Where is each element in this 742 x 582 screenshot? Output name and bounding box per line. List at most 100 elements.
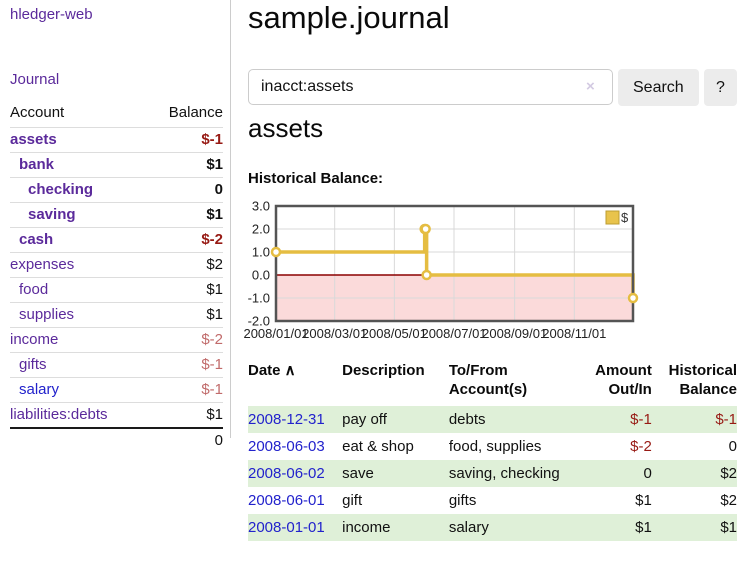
register-row: 2008-01-01 income salary $1 $1: [248, 514, 737, 541]
account-link[interactable]: assets: [10, 131, 57, 148]
cell-description: eat & shop: [342, 438, 414, 455]
cell-amount: $-1: [630, 411, 652, 428]
cell-balance: $2: [720, 492, 737, 509]
main-content: sample.journal × Search ? assets Histori…: [243, 0, 742, 582]
account-row-saving: saving $1: [10, 202, 223, 227]
date-link[interactable]: 2008-06-02: [248, 465, 325, 482]
cell-balance: $2: [720, 465, 737, 482]
account-link[interactable]: checking: [28, 181, 94, 198]
cell-balance: $1: [720, 519, 737, 536]
account-tree-header: Account Balance: [10, 101, 223, 127]
column-header-amount-out-in: Amount Out/In: [595, 362, 652, 398]
account-tree-total: 0: [10, 427, 223, 453]
sidebar-item-journal[interactable]: Journal: [10, 71, 60, 88]
search-button[interactable]: Search: [618, 69, 699, 106]
account-row-food: food $1: [10, 277, 223, 302]
register-table: Date ∧ Description To/From Account(s) Amoun…: [248, 361, 737, 541]
account-row-salary: salary $-1: [10, 377, 223, 402]
svg-text:-2.0: -2.0: [248, 314, 270, 329]
clear-search-icon[interactable]: ×: [586, 78, 595, 95]
svg-text:0.0: 0.0: [252, 268, 270, 283]
account-link[interactable]: cash: [19, 231, 54, 248]
account-link[interactable]: income: [10, 331, 59, 348]
cell-date: 2008-06-01: [248, 487, 342, 514]
svg-text:2008/03/01: 2008/03/01: [302, 326, 367, 341]
account-balance: $1: [206, 406, 223, 423]
account-balance: $-1: [201, 131, 223, 148]
chart-title: Historical Balance:: [248, 170, 384, 187]
svg-text:2008/09/01: 2008/09/01: [482, 326, 547, 341]
cell-description: pay off: [342, 411, 387, 428]
column-header-description: Description: [342, 362, 425, 379]
account-balance: $-2: [201, 231, 223, 248]
account-row-gifts: gifts $-1: [10, 352, 223, 377]
cell-accounts: saving, checking: [448, 465, 560, 482]
account-row-expenses: expenses $2: [10, 252, 223, 277]
chart-svg: $3.0 2.0 1.0 0.0 -1.0 -2.02008/01/012008/03/0…: [243, 199, 639, 341]
account-row-cash: cash $-2: [10, 227, 223, 252]
svg-text:2008/05/01: 2008/05/01: [362, 326, 427, 341]
account-balance: $-1: [201, 381, 223, 398]
register-row: 2008-12-31 pay off debts $-1 $-1: [248, 406, 737, 433]
account-link[interactable]: food: [19, 281, 49, 298]
account-link[interactable]: salary: [19, 381, 60, 398]
account-balance: 0: [214, 181, 223, 198]
cell-description: gift: [342, 492, 363, 509]
cell-accounts: debts: [448, 411, 486, 428]
account-link[interactable]: saving: [28, 206, 76, 223]
cell-date: 2008-06-02: [248, 460, 342, 487]
account-row-bank: bank $1: [10, 152, 223, 177]
register-row: 2008-06-02 save saving, checking 0 $2: [248, 460, 737, 487]
svg-text:2.0: 2.0: [252, 222, 270, 237]
account-link[interactable]: supplies: [19, 306, 75, 323]
register-row: 2008-06-03 eat & shop food, supplies $-2 0: [248, 433, 737, 460]
account-row-income: income $-2: [10, 327, 223, 352]
cell-accounts: salary: [448, 519, 489, 536]
account-balance: $-2: [201, 331, 223, 348]
cell-accounts: food, supplies: [448, 438, 542, 455]
svg-text:2008/07/01: 2008/07/01: [421, 326, 486, 341]
cell-amount: $1: [635, 519, 652, 536]
cell-description: income: [342, 519, 391, 536]
cell-amount: 0: [643, 465, 652, 482]
date-link[interactable]: 2008-06-01: [248, 492, 325, 509]
cell-amount: $-2: [630, 438, 652, 455]
account-link[interactable]: gifts: [19, 356, 47, 373]
svg-text:$: $: [621, 210, 629, 225]
cell-accounts: gifts: [448, 492, 477, 509]
account-tree: Account Balance assets $-1 bank $1 checking 0…: [10, 101, 223, 453]
account-balance: $2: [206, 256, 223, 273]
svg-text:2008/11/01: 2008/11/01: [542, 326, 606, 341]
account-column-header: Account: [10, 104, 65, 121]
cell-amount: $1: [635, 492, 652, 509]
search-bar: × Search ?: [248, 69, 738, 106]
sort-asc-icon: ∧: [280, 362, 296, 379]
date-link[interactable]: 2008-01-01: [248, 519, 325, 536]
cell-balance: 0: [728, 438, 737, 455]
account-link[interactable]: liabilities:debts: [10, 406, 108, 423]
brand-link[interactable]: hledger-web: [10, 6, 93, 23]
account-balance: $1: [206, 206, 223, 223]
cell-date: 2008-01-01: [248, 514, 342, 541]
account-balance: $-1: [201, 356, 223, 373]
account-balance: $1: [206, 156, 223, 173]
account-balance: $1: [206, 306, 223, 323]
date-link[interactable]: 2008-12-31: [248, 411, 325, 428]
column-header-date[interactable]: Date ∧: [248, 362, 296, 379]
svg-text:-1.0: -1.0: [248, 291, 270, 306]
sidebar: hledger-web Journal Account Balance asse…: [0, 0, 231, 449]
help-button[interactable]: ?: [704, 69, 737, 106]
date-link[interactable]: 2008-06-03: [248, 438, 325, 455]
cell-balance: $-1: [715, 411, 737, 428]
account-row-checking: checking 0: [10, 177, 223, 202]
column-header-to-from-account-s-: To/From Account(s): [448, 362, 528, 398]
account-link[interactable]: bank: [19, 156, 55, 173]
page-title: sample.journal: [248, 0, 450, 35]
cell-date: 2008-12-31: [248, 406, 342, 433]
cell-description: save: [342, 465, 374, 482]
account-row-liabilities-debts: liabilities:debts $1: [10, 402, 223, 427]
search-input[interactable]: [248, 69, 613, 105]
account-link[interactable]: expenses: [10, 256, 75, 273]
account-row-assets: assets $-1: [10, 127, 223, 152]
balance-column-header: Balance: [168, 104, 223, 121]
